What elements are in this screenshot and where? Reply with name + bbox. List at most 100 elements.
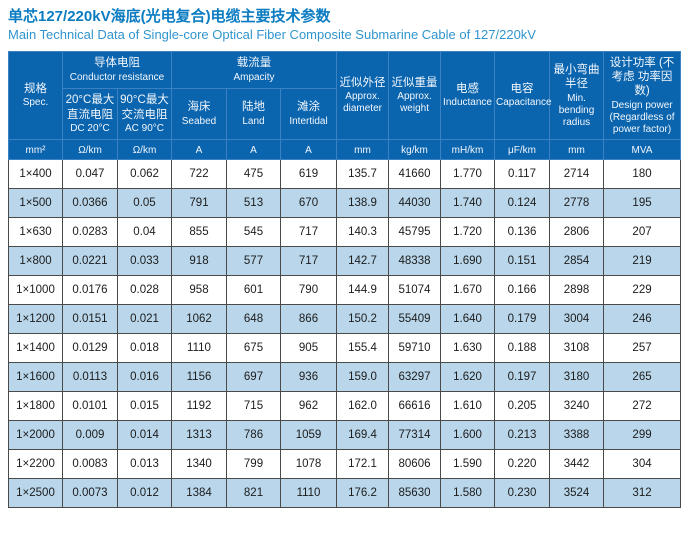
table-row: 1×2000 0.009 0.014 1313 786 1059 169.4 77314 1.6… xyxy=(8,420,682,451)
table-cell: 272 xyxy=(603,391,682,422)
unit-row: mm² Ω/km Ω/km A A A mm kg/km mH/km μF/km… xyxy=(8,139,682,161)
table-cell: 45795 xyxy=(388,217,442,248)
table-cell: 2714 xyxy=(549,159,605,190)
unit-intertidal: A xyxy=(279,139,338,161)
table-cell: 142.7 xyxy=(336,246,390,277)
table-cell: 0.213 xyxy=(494,420,551,451)
unit-land: A xyxy=(226,139,281,161)
table-cell: 0.0101 xyxy=(62,391,118,422)
table-cell: 66616 xyxy=(388,391,442,422)
table-cell: 577 xyxy=(226,246,281,277)
table-row: 1×2200 0.0083 0.013 1340 799 1078 172.1 80606 1.… xyxy=(8,449,682,480)
table-cell: 0.014 xyxy=(117,420,172,451)
col-header-seabed: 海床 Seabed xyxy=(171,88,227,141)
col-header-approx-diameter: 近似外径 Approx. diameter xyxy=(336,51,390,141)
table-cell: 138.9 xyxy=(336,188,390,219)
table-cell: 140.3 xyxy=(336,217,390,248)
table-cell: 0.0129 xyxy=(62,333,118,364)
col-header-inductance: 电感 Inductance xyxy=(440,51,496,141)
table-cell: 219 xyxy=(603,246,682,277)
unit-spec: mm² xyxy=(8,139,63,161)
table-cell: 0.124 xyxy=(494,188,551,219)
group-conductor-zh: 导体电阻 xyxy=(94,57,140,70)
unit-design-power: MVA xyxy=(603,139,682,161)
table-cell: 962 xyxy=(279,391,338,422)
table-row: 1×1200 0.0151 0.021 1062 648 866 150.2 55409 1.6… xyxy=(8,304,682,335)
table-cell: 265 xyxy=(603,362,682,393)
group-ampacity-en: Ampacity xyxy=(233,71,275,83)
table-row: 1×1000 0.0176 0.028 958 601 790 144.9 51074 1.67… xyxy=(8,275,682,306)
table-cell: 0.028 xyxy=(117,275,172,306)
table-cell: 936 xyxy=(279,362,338,393)
table-cell: 48338 xyxy=(388,246,442,277)
table-cell: 1×1000 xyxy=(8,275,63,306)
table-cell: 0.0221 xyxy=(62,246,118,277)
col-header-capacitance: 电容 Capacitance xyxy=(494,51,552,141)
table-cell: 0.047 xyxy=(62,159,118,190)
table-cell: 159.0 xyxy=(336,362,390,393)
table-cell: 195 xyxy=(603,188,682,219)
table-cell: 304 xyxy=(603,449,682,480)
table-cell: 715 xyxy=(226,391,281,422)
table-cell: 821 xyxy=(226,478,281,509)
table-cell: 2854 xyxy=(549,246,605,277)
table-cell: 1.610 xyxy=(440,391,496,422)
table-cell: 1×1800 xyxy=(8,391,63,422)
group-ampacity-zh: 载流量 xyxy=(236,57,272,70)
table-cell: 1.600 xyxy=(440,420,496,451)
table-cell: 1110 xyxy=(171,333,227,364)
table-row: 1×500 0.0366 0.05 791 513 670 138.9 44030 1.740 0… xyxy=(8,188,682,219)
table-cell: 866 xyxy=(279,304,338,335)
table-row: 1×2500 0.0073 0.012 1384 821 1110 176.2 85630 1.… xyxy=(8,478,682,509)
table-cell: 1.590 xyxy=(440,449,496,480)
group-header-ampacity: 载流量 Ampacity xyxy=(170,51,338,90)
table-cell: 1×2000 xyxy=(8,420,63,451)
col-header-ac-resistance: 90°C最大 交流电阻 AC 90°C xyxy=(117,88,172,141)
table-cell: 2898 xyxy=(549,275,605,306)
table-cell: 1.770 xyxy=(440,159,496,190)
table-cell: 2806 xyxy=(549,217,605,248)
table-cell: 0.230 xyxy=(494,478,551,509)
table-cell: 3108 xyxy=(549,333,605,364)
table-cell: 55409 xyxy=(388,304,442,335)
table-cell: 619 xyxy=(279,159,338,190)
col-header-dc-resistance: 20°C最大 直流电阻 DC 20°C xyxy=(62,88,118,141)
table-cell: 80606 xyxy=(388,449,442,480)
table-cell: 1.670 xyxy=(440,275,496,306)
table-cell: 905 xyxy=(279,333,338,364)
table-cell: 299 xyxy=(603,420,682,451)
table-cell: 144.9 xyxy=(336,275,390,306)
table-cell: 0.018 xyxy=(117,333,172,364)
table-cell: 172.1 xyxy=(336,449,390,480)
page-title-zh: 单芯127/220kV海底(光电复合)电缆主要技术参数 xyxy=(8,8,331,25)
col-header-design-power: 设计功率 (不考虑 功率因数) Design power (Regardless… xyxy=(603,51,682,141)
col-header-land: 陆地 Land xyxy=(226,88,281,141)
table-cell: 41660 xyxy=(388,159,442,190)
table-cell: 0.197 xyxy=(494,362,551,393)
table-row: 1×1400 0.0129 0.018 1110 675 905 155.4 59710 1.6… xyxy=(8,333,682,364)
table-cell: 1078 xyxy=(279,449,338,480)
table-cell: 0.04 xyxy=(117,217,172,248)
table-cell: 1.640 xyxy=(440,304,496,335)
table-cell: 0.0073 xyxy=(62,478,118,509)
table-cell: 246 xyxy=(603,304,682,335)
page-title-en: Main Technical Data of Single-core Optic… xyxy=(8,27,536,43)
table-cell: 169.4 xyxy=(336,420,390,451)
table-cell: 180 xyxy=(603,159,682,190)
table-cell: 44030 xyxy=(388,188,442,219)
table-cell: 135.7 xyxy=(336,159,390,190)
table-cell: 0.0083 xyxy=(62,449,118,480)
table-cell: 1×1200 xyxy=(8,304,63,335)
table-cell: 717 xyxy=(279,246,338,277)
table-cell: 790 xyxy=(279,275,338,306)
table-cell: 207 xyxy=(603,217,682,248)
unit-capacitance: μF/km xyxy=(494,139,551,161)
table-cell: 786 xyxy=(226,420,281,451)
group-conductor-en: Conductor resistance xyxy=(69,71,165,83)
table-cell: 799 xyxy=(226,449,281,480)
col-header-min-bending-radius: 最小弯曲 半径 Min. bending radius xyxy=(549,51,605,141)
table-body: 1×400 0.047 0.062 722 475 619 135.7 41660 1.770 0… xyxy=(8,159,682,509)
table-cell: 59710 xyxy=(388,333,442,364)
table-cell: 0.05 xyxy=(117,188,172,219)
